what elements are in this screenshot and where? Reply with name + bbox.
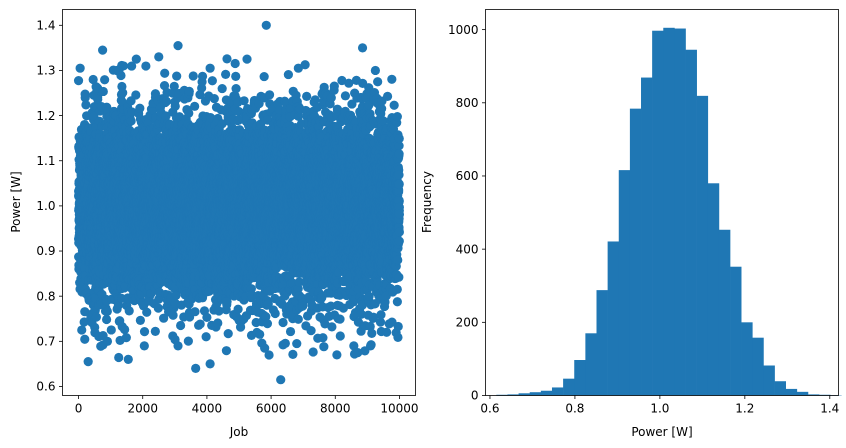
scatter-point bbox=[209, 93, 219, 104]
scatter-point bbox=[124, 306, 134, 316]
scatter-point bbox=[221, 346, 232, 356]
scatter-point bbox=[106, 325, 116, 335]
scatter-point bbox=[135, 103, 145, 113]
scatter-point bbox=[230, 58, 240, 69]
scatter-point bbox=[91, 312, 101, 322]
scatter-point bbox=[121, 333, 131, 343]
scatter-point bbox=[142, 307, 152, 317]
scatter-point bbox=[217, 83, 227, 94]
scatter-point bbox=[188, 71, 198, 81]
scatter-point bbox=[233, 304, 243, 314]
scatter-point bbox=[170, 101, 180, 111]
scatter-point bbox=[201, 332, 211, 342]
scatter-point bbox=[126, 116, 136, 126]
scatter-point bbox=[172, 71, 182, 81]
scatter-point bbox=[118, 88, 128, 98]
scatter-point bbox=[160, 68, 170, 78]
scatter-point bbox=[183, 336, 193, 346]
scatter-point bbox=[93, 94, 103, 105]
scatter-point bbox=[153, 303, 163, 313]
scatter-point bbox=[80, 334, 90, 344]
scatter-point bbox=[231, 84, 241, 94]
scatter-point bbox=[190, 307, 200, 317]
scatter-point bbox=[81, 100, 91, 110]
scatter-point bbox=[80, 307, 90, 317]
scatter-point bbox=[102, 306, 112, 317]
scatter-point bbox=[197, 71, 208, 81]
scatter-point bbox=[150, 326, 160, 336]
scatter-point bbox=[176, 320, 186, 331]
scatter-point bbox=[73, 76, 84, 86]
scatter-point bbox=[131, 90, 141, 100]
scatter-point bbox=[223, 329, 233, 339]
scatter-point bbox=[190, 101, 200, 111]
scatter-point bbox=[213, 318, 223, 328]
scatter-point bbox=[184, 86, 194, 96]
scatter-panel: 0 2000 4000 6000 8000 10000 0.60.70.80.91.01.… bbox=[9, 9, 419, 439]
scatter-point bbox=[231, 71, 241, 81]
scatter-point bbox=[202, 312, 212, 322]
scatter-point bbox=[116, 70, 126, 81]
scatter-point bbox=[207, 76, 217, 86]
scatter-point bbox=[135, 315, 145, 325]
scatter-point bbox=[100, 75, 110, 85]
scatter-point bbox=[141, 61, 151, 71]
scatter-point bbox=[80, 93, 90, 103]
scatter-point bbox=[195, 319, 205, 329]
scatter-point bbox=[98, 86, 108, 97]
scatter-point bbox=[222, 54, 232, 64]
scatter-point bbox=[139, 327, 150, 337]
scatter-point bbox=[88, 74, 98, 85]
scatter-point bbox=[114, 352, 124, 363]
scatter-points bbox=[73, 20, 405, 385]
scatter-point bbox=[221, 69, 231, 79]
scatter-point bbox=[161, 96, 172, 106]
scatter-point bbox=[79, 317, 89, 327]
scatter-point bbox=[120, 324, 130, 335]
scatter-point bbox=[101, 314, 112, 325]
